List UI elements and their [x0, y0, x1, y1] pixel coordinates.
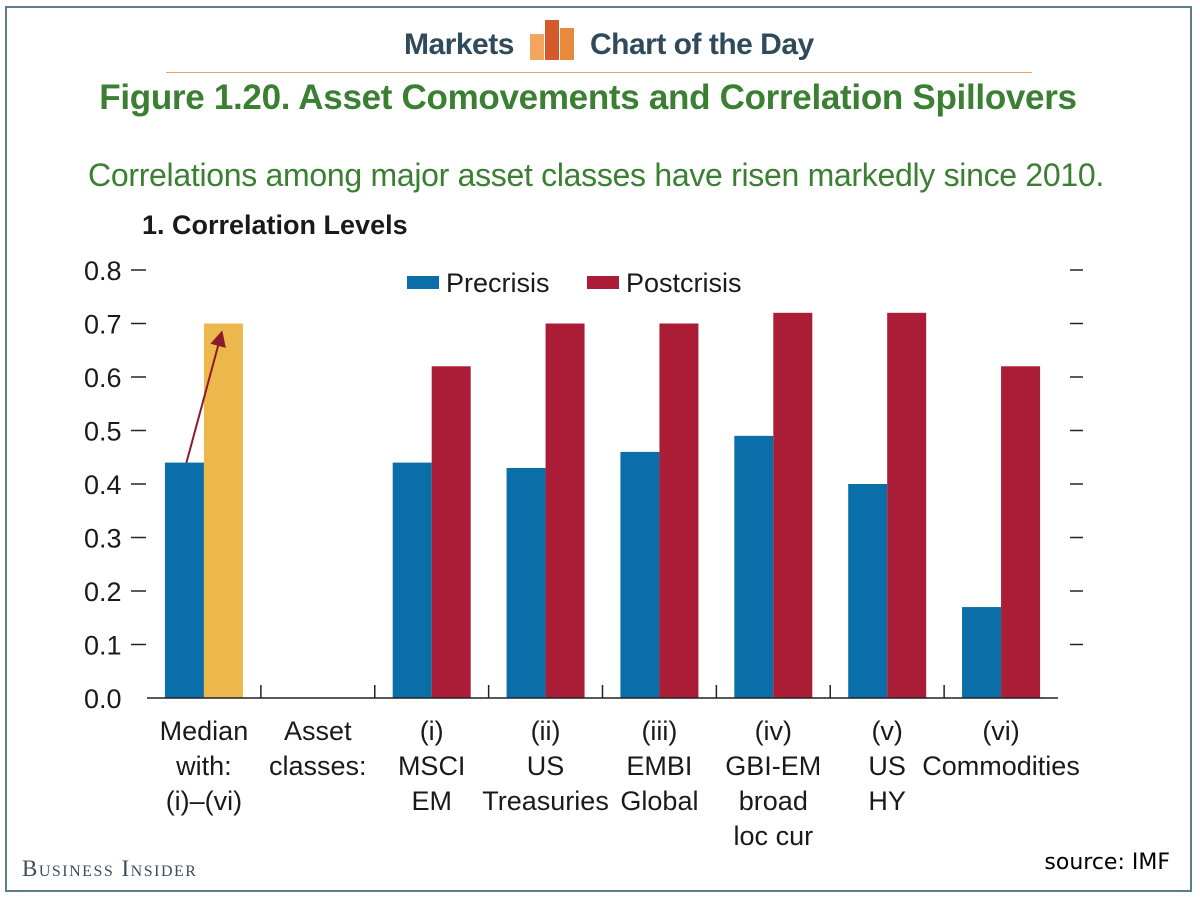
- x-category-label: (iv) GBI-EM broad loc cur: [725, 716, 821, 851]
- x-category-label-line: (ii): [531, 716, 561, 746]
- x-category-label: Median with: (i)–(vi): [160, 716, 249, 816]
- x-category-label-line: (v): [871, 716, 902, 746]
- y-tick-label: 0.7: [84, 310, 122, 340]
- x-category-label-line: Global: [620, 786, 698, 816]
- legend-swatch-postcrisis: [587, 276, 619, 289]
- x-category-label-line: US: [527, 751, 565, 781]
- y-tick-label: 0.0: [84, 684, 122, 714]
- legend: Precrisis Postcrisis: [407, 268, 742, 298]
- y-tick-label: 0.3: [84, 524, 122, 554]
- bar-precrisis: [962, 607, 1002, 698]
- bar-precrisis: [506, 467, 546, 698]
- panel-title: 1. Correlation Levels: [142, 210, 408, 240]
- legend-label-precrisis: Precrisis: [446, 268, 550, 298]
- x-category-label-line: (vi): [982, 716, 1019, 746]
- median-increase-arrow: [185, 330, 226, 463]
- x-category-label-line: US: [868, 751, 906, 781]
- x-category-label-line: (i)–(vi): [166, 786, 242, 816]
- header-chart-of-the-day-label: Chart of the Day: [590, 28, 814, 61]
- x-category-label: (iii) EMBI Global: [620, 716, 698, 816]
- y-tick-label: 0.2: [84, 577, 122, 607]
- x-category-label-line: EM: [411, 786, 452, 816]
- x-category-label-line: Asset: [284, 716, 352, 746]
- bar-precrisis: [734, 435, 774, 698]
- x-category-label-line: (i): [420, 716, 444, 746]
- x-category-label-line: loc cur: [734, 821, 814, 851]
- x-category-label-line: with:: [175, 751, 232, 781]
- x-category-label-line: HY: [868, 786, 906, 816]
- bar-chart-icon: [530, 20, 574, 60]
- y-axis: 0.0 0.1 0.2 0.3 0.4 0.5 0.6 0.7 0.8: [84, 256, 146, 714]
- header-markets-label: Markets: [404, 28, 514, 61]
- bar-precrisis: [164, 462, 204, 698]
- x-category-label-line: EMBI: [626, 751, 692, 781]
- bars-group: [164, 312, 1041, 698]
- source-note: source: IMF: [1044, 850, 1170, 875]
- y-tick-label: 0.4: [84, 470, 122, 500]
- bar-precrisis: [848, 484, 888, 698]
- x-category-label: Asset classes:: [269, 716, 367, 781]
- x-category-label-line: Treasuries: [482, 786, 609, 816]
- right-axis-ticks: [1070, 269, 1083, 646]
- legend-swatch-precrisis: [407, 276, 439, 289]
- bar-median-postcrisis: [203, 323, 243, 698]
- x-axis: Median with: (i)–(vi) Asset classes: (i) MSCI E…: [147, 685, 1080, 851]
- x-category-label-line: GBI-EM: [725, 751, 821, 781]
- bar-postcrisis: [1001, 366, 1041, 698]
- x-category-label-line: broad: [739, 786, 808, 816]
- business-insider-logo: Business Insider: [22, 856, 198, 881]
- x-category-label-line: Median: [160, 716, 249, 746]
- legend-label-postcrisis: Postcrisis: [626, 268, 742, 298]
- bar-precrisis: [620, 451, 660, 698]
- bar-postcrisis: [431, 366, 471, 698]
- y-tick-label: 0.8: [84, 256, 122, 286]
- y-tick-label: 0.1: [84, 631, 122, 661]
- x-category-label-line: Commodities: [922, 751, 1080, 781]
- bar-postcrisis: [659, 323, 699, 698]
- figure-subtitle: Correlations among major asset classes h…: [88, 157, 1104, 193]
- bar-postcrisis: [773, 312, 813, 698]
- x-category-label: (ii) US Treasuries: [482, 716, 609, 816]
- y-tick-label: 0.6: [84, 363, 122, 393]
- y-tick-label: 0.5: [84, 417, 122, 447]
- bar-postcrisis: [545, 323, 585, 698]
- figure-frame: [5, 6, 1192, 892]
- figure-title: Figure 1.20. Asset Comovements and Corre…: [99, 78, 1077, 117]
- x-category-label-line: (iii): [641, 716, 677, 746]
- x-category-label: (i) MSCI EM: [398, 716, 466, 816]
- bar-postcrisis: [887, 312, 927, 698]
- x-category-label: (v) US HY: [868, 716, 906, 816]
- bar-precrisis: [392, 462, 432, 698]
- x-category-label-line: MSCI: [398, 751, 466, 781]
- x-category-label-line: classes:: [269, 751, 367, 781]
- header-divider: [166, 72, 1032, 73]
- x-category-label: (vi) Commodities: [922, 716, 1080, 781]
- x-category-label-line: (iv): [755, 716, 792, 746]
